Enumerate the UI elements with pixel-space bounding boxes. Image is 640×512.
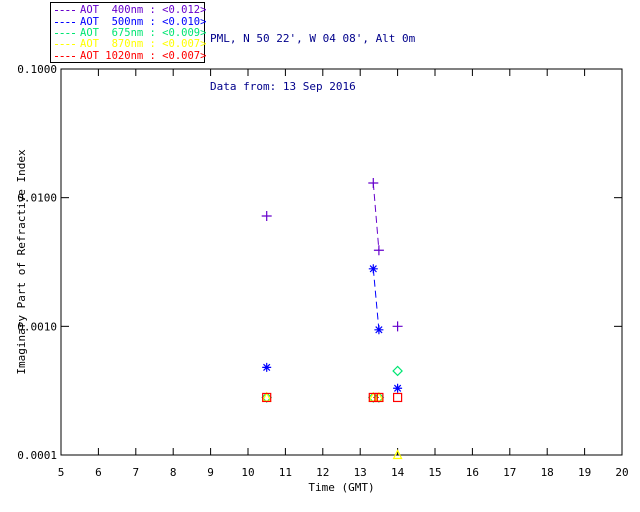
y-axis-title: Imaginary Part of Refractive Index xyxy=(15,149,28,375)
x-tick-label: 19 xyxy=(578,466,591,479)
legend-item-label: AOT 675nm : <0.009> xyxy=(80,26,207,39)
marker-aot-500nm xyxy=(374,325,384,335)
x-tick-label: 17 xyxy=(503,466,516,479)
x-axis-title: Time (GMT) xyxy=(308,481,374,494)
series-line-aot-400nm xyxy=(372,182,380,251)
legend-item-870nm: AOT 870nm : <0.007> xyxy=(55,38,207,51)
x-tick-label: 14 xyxy=(391,466,405,479)
x-tick-label: 16 xyxy=(466,466,479,479)
x-tick-label: 10 xyxy=(241,466,254,479)
x-tick-label: 18 xyxy=(541,466,554,479)
x-tick-label: 5 xyxy=(58,466,65,479)
x-tick-label: 6 xyxy=(95,466,102,479)
marker-aot-400nm xyxy=(373,245,384,256)
legend-line-sample-icon xyxy=(55,32,75,34)
x-tick-label: 8 xyxy=(170,466,177,479)
x-tick-label: 11 xyxy=(279,466,292,479)
plot-frame xyxy=(60,68,623,456)
header-block: PML, N 50 22', W 04 08', Alt 0m Data fro… xyxy=(210,6,415,119)
legend-item-500nm: AOT 500nm : <0.010> xyxy=(55,15,207,28)
legend-item-label: AOT 870nm : <0.007> xyxy=(80,38,207,51)
x-tick-label: 7 xyxy=(132,466,139,479)
legend-item-label: AOT 400nm : <0.012> xyxy=(80,4,207,17)
legend-item-1020nm: AOT 1020nm : <0.007> xyxy=(55,49,207,62)
marker-aot-500nm xyxy=(368,264,378,274)
legend-item-label: AOT 1020nm : <0.007> xyxy=(80,49,207,62)
legend-line-sample-icon xyxy=(55,44,75,46)
marker-aot-1020nm xyxy=(368,392,378,403)
marker-aot-1020nm xyxy=(262,392,272,403)
legend-item-label: AOT 500nm : <0.010> xyxy=(80,15,207,28)
marker-aot-675nm xyxy=(392,365,403,377)
y-tick-label: 0.0100 xyxy=(17,192,57,205)
marker-aot-500nm xyxy=(393,383,403,393)
x-tick-label: 20 xyxy=(615,466,628,479)
y-tick-label: 0.1000 xyxy=(17,63,57,76)
x-tick-label: 12 xyxy=(316,466,329,479)
marker-aot-870nm xyxy=(392,449,403,460)
y-tick-label: 0.0010 xyxy=(17,320,57,333)
legend-item-400nm: AOT 400nm : <0.012> xyxy=(55,4,207,17)
x-tick-label: 15 xyxy=(428,466,441,479)
marker-aot-400nm xyxy=(392,321,403,332)
series-line-aot-500nm xyxy=(372,268,380,330)
legend-item-675nm: AOT 675nm : <0.009> xyxy=(55,26,207,39)
marker-aot-400nm xyxy=(261,211,272,222)
y-tick-label: 0.0001 xyxy=(17,449,57,462)
marker-aot-1020nm xyxy=(374,392,384,403)
legend: AOT 400nm : <0.012> AOT 500nm : <0.010> … xyxy=(50,2,207,63)
marker-aot-500nm xyxy=(262,362,272,372)
marker-aot-1020nm xyxy=(393,392,403,403)
marker-aot-870nm xyxy=(261,391,272,402)
site-title: PML, N 50 22', W 04 08', Alt 0m xyxy=(210,32,416,45)
marker-aot-400nm xyxy=(368,178,379,189)
x-tick-label: 13 xyxy=(354,466,367,479)
x-tick-label: 9 xyxy=(207,466,214,479)
legend-line-sample-icon xyxy=(55,55,75,57)
legend-line-sample-icon xyxy=(55,10,75,12)
legend-line-sample-icon xyxy=(55,21,75,23)
date-line: Data from: 13 Sep 2016 xyxy=(210,80,356,93)
